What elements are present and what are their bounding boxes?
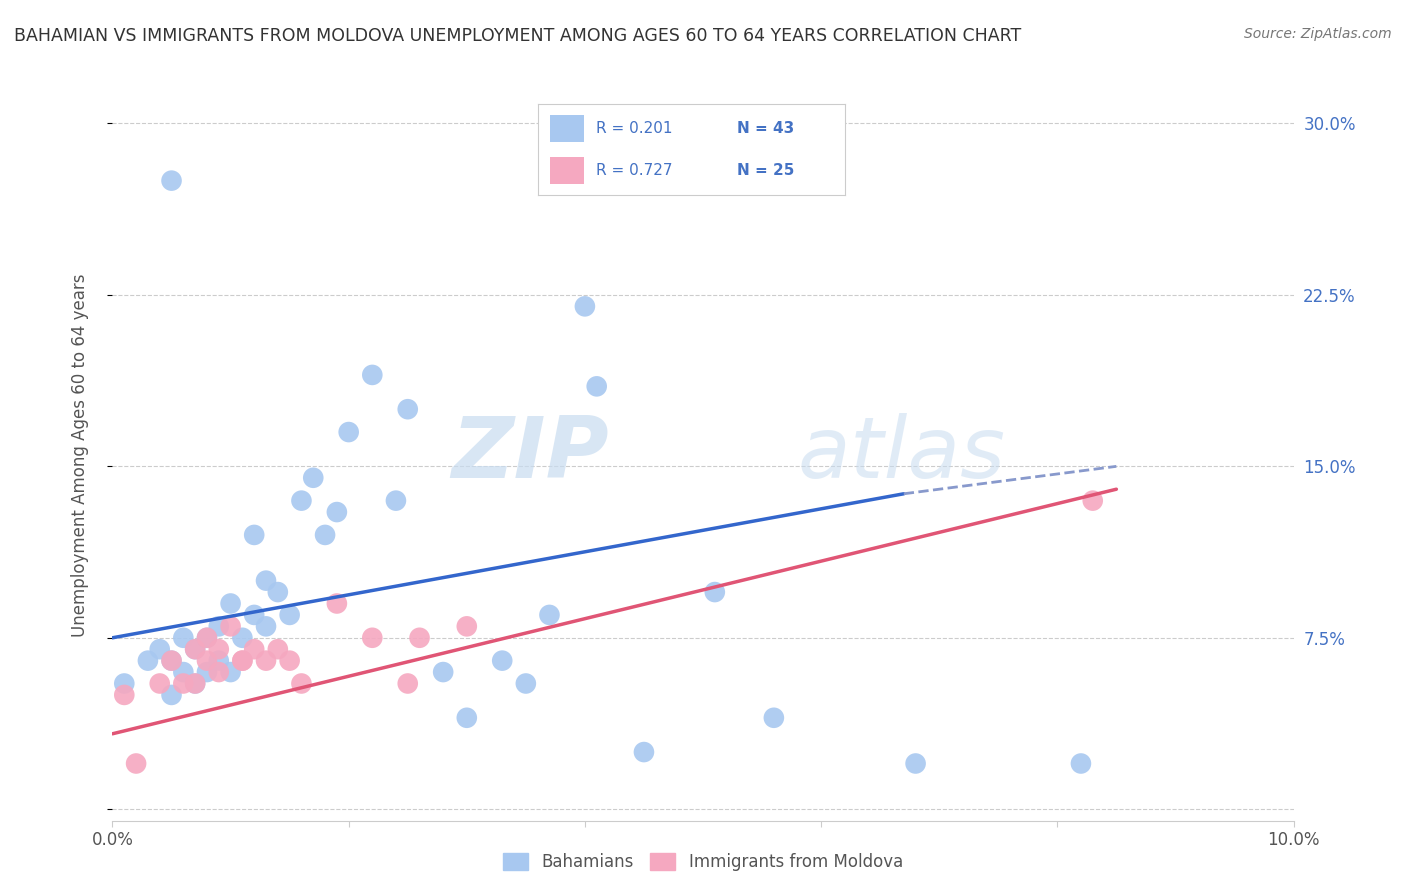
Point xyxy=(208,665,231,679)
Point xyxy=(136,654,159,668)
Point xyxy=(762,711,785,725)
Point xyxy=(302,471,325,485)
Point xyxy=(149,676,172,690)
Point xyxy=(515,676,537,690)
Point xyxy=(456,619,478,633)
Point xyxy=(267,642,290,657)
Point xyxy=(184,642,207,657)
Point xyxy=(219,597,242,611)
Point xyxy=(243,528,266,542)
Point xyxy=(208,642,231,657)
Point xyxy=(195,654,218,668)
Point xyxy=(456,711,478,725)
Point xyxy=(585,379,607,393)
Point xyxy=(231,631,253,645)
Point xyxy=(160,688,183,702)
Point xyxy=(326,597,349,611)
Point xyxy=(231,654,253,668)
Point xyxy=(149,642,172,657)
Point xyxy=(125,756,148,771)
Text: ZIP: ZIP xyxy=(451,413,609,497)
Point xyxy=(396,402,419,417)
Point xyxy=(290,676,312,690)
Point xyxy=(254,574,277,588)
Point xyxy=(326,505,349,519)
Y-axis label: Unemployment Among Ages 60 to 64 years: Unemployment Among Ages 60 to 64 years xyxy=(70,273,89,637)
Legend: Bahamians, Immigrants from Moldova: Bahamians, Immigrants from Moldova xyxy=(496,847,910,878)
Point xyxy=(385,493,408,508)
Point xyxy=(172,665,194,679)
Point xyxy=(219,619,242,633)
Point xyxy=(243,607,266,622)
Text: Source: ZipAtlas.com: Source: ZipAtlas.com xyxy=(1244,27,1392,41)
Point xyxy=(195,631,218,645)
Point xyxy=(160,173,183,187)
Point xyxy=(703,585,725,599)
Point xyxy=(538,607,561,622)
Point xyxy=(184,642,207,657)
Point xyxy=(219,665,242,679)
Point xyxy=(314,528,336,542)
Point xyxy=(361,631,384,645)
Point xyxy=(254,619,277,633)
Point xyxy=(208,654,231,668)
Point xyxy=(184,676,207,690)
Point xyxy=(184,676,207,690)
Point xyxy=(290,493,312,508)
Point xyxy=(172,676,194,690)
Point xyxy=(112,688,135,702)
Point xyxy=(408,631,430,645)
Point xyxy=(160,654,183,668)
Point xyxy=(633,745,655,759)
Point xyxy=(231,654,253,668)
Point xyxy=(491,654,513,668)
Point xyxy=(208,619,231,633)
Point xyxy=(574,299,596,313)
Point xyxy=(243,642,266,657)
Point xyxy=(195,631,218,645)
Point xyxy=(278,607,301,622)
Text: atlas: atlas xyxy=(797,413,1005,497)
Point xyxy=(361,368,384,382)
Point xyxy=(396,676,419,690)
Point xyxy=(112,676,135,690)
Point xyxy=(337,425,360,439)
Point xyxy=(432,665,454,679)
Point xyxy=(1081,493,1104,508)
Point xyxy=(254,654,277,668)
Point xyxy=(1070,756,1092,771)
Point xyxy=(172,631,194,645)
Point xyxy=(904,756,927,771)
Point xyxy=(160,654,183,668)
Text: BAHAMIAN VS IMMIGRANTS FROM MOLDOVA UNEMPLOYMENT AMONG AGES 60 TO 64 YEARS CORRE: BAHAMIAN VS IMMIGRANTS FROM MOLDOVA UNEM… xyxy=(14,27,1021,45)
Point xyxy=(195,665,218,679)
Point xyxy=(278,654,301,668)
Point xyxy=(267,585,290,599)
